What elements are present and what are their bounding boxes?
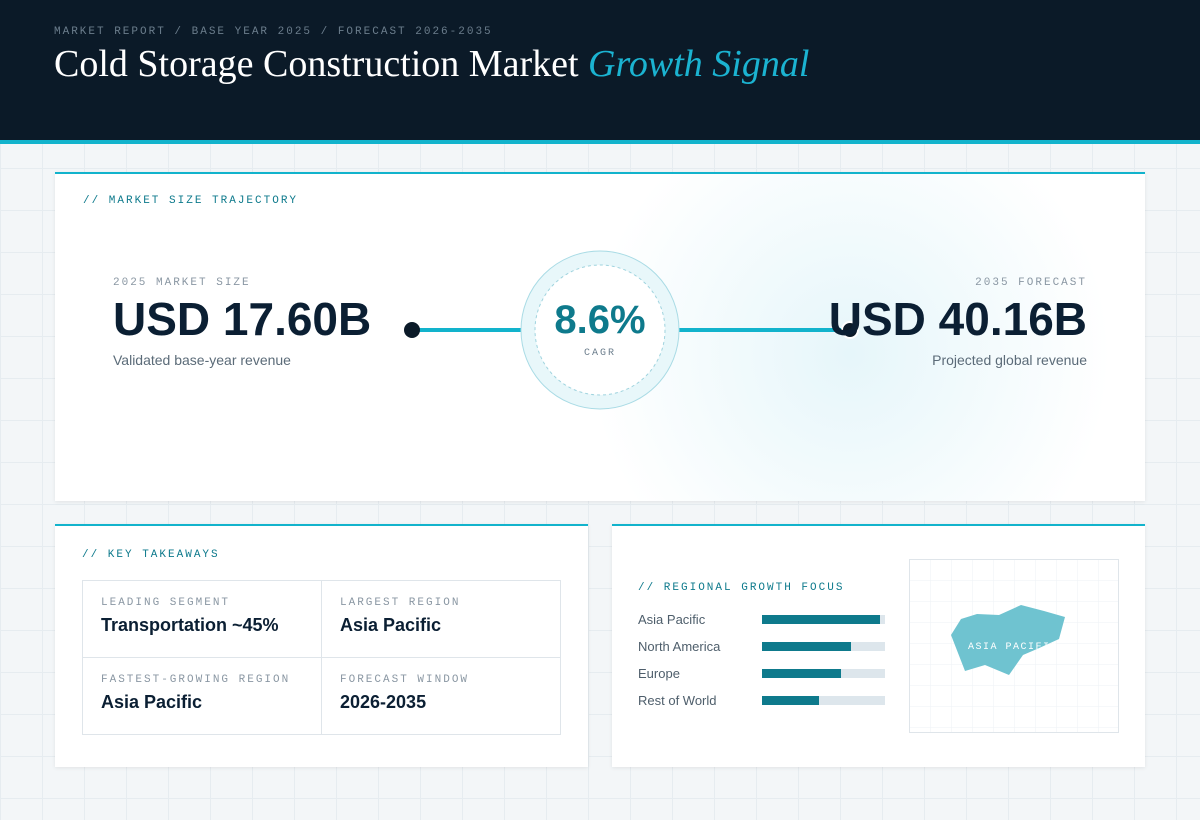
header bbox=[0, 0, 1200, 144]
region-label: Rest of World bbox=[638, 693, 717, 708]
start-note: Validated base-year revenue bbox=[113, 352, 291, 368]
region-label: North America bbox=[638, 639, 721, 654]
region-map: ASIA PACIFIC bbox=[909, 559, 1119, 733]
region-label: Asia Pacific bbox=[638, 612, 706, 627]
bar-track bbox=[762, 696, 885, 705]
bar-track bbox=[762, 615, 885, 624]
bar-track bbox=[762, 642, 885, 651]
title-accent: Growth Signal bbox=[588, 43, 810, 85]
cagr-value: 8.6% bbox=[554, 298, 646, 342]
title-main: Cold Storage Construction Market bbox=[54, 43, 579, 85]
bar bbox=[762, 669, 841, 678]
takeaway-value: Transportation ~45% bbox=[101, 615, 279, 635]
takeaway-label: LARGEST REGION bbox=[340, 597, 461, 609]
start-label: 2025 MARKET SIZE bbox=[113, 277, 251, 289]
takeaway-label: FASTEST-GROWING REGION bbox=[101, 674, 291, 686]
region-shape bbox=[951, 605, 1065, 675]
end-note: Projected global revenue bbox=[932, 352, 1087, 368]
bar-track bbox=[762, 669, 885, 678]
bar bbox=[762, 696, 819, 705]
takeaway-cell: FASTEST-GROWING REGION Asia Pacific bbox=[82, 657, 322, 735]
region-label: Europe bbox=[638, 666, 680, 681]
takeaway-value: Asia Pacific bbox=[101, 692, 203, 712]
takeaway-cell: LARGEST REGION Asia Pacific bbox=[321, 580, 561, 658]
page-title: Cold Storage Construction Market Growth … bbox=[54, 42, 809, 86]
section-label: // KEY TAKEAWAYS bbox=[82, 549, 220, 561]
eyebrow: MARKET REPORT / BASE YEAR 2025 / FORECAS… bbox=[54, 26, 493, 38]
takeaway-label: FORECAST WINDOW bbox=[340, 674, 470, 686]
cagr-label: CAGR bbox=[583, 348, 616, 359]
map-label: ASIA PACIFIC bbox=[968, 642, 1058, 653]
end-label: 2035 FORECAST bbox=[975, 277, 1087, 289]
bar bbox=[762, 615, 881, 624]
section-label: // MARKET SIZE TRAJECTORY bbox=[83, 195, 299, 207]
takeaway-cell: FORECAST WINDOW 2026-2035 bbox=[321, 657, 561, 735]
start-value: USD 17.60B bbox=[113, 293, 372, 345]
takeaway-value: 2026-2035 bbox=[340, 692, 427, 712]
section-label: // REGIONAL GROWTH FOCUS bbox=[638, 582, 845, 594]
bar bbox=[762, 642, 851, 651]
takeaway-label: LEADING SEGMENT bbox=[101, 597, 231, 609]
takeaway-cell: LEADING SEGMENT Transportation ~45% bbox=[82, 580, 322, 658]
takeaway-value: Asia Pacific bbox=[340, 615, 442, 635]
end-value: USD 40.16B bbox=[828, 293, 1087, 345]
